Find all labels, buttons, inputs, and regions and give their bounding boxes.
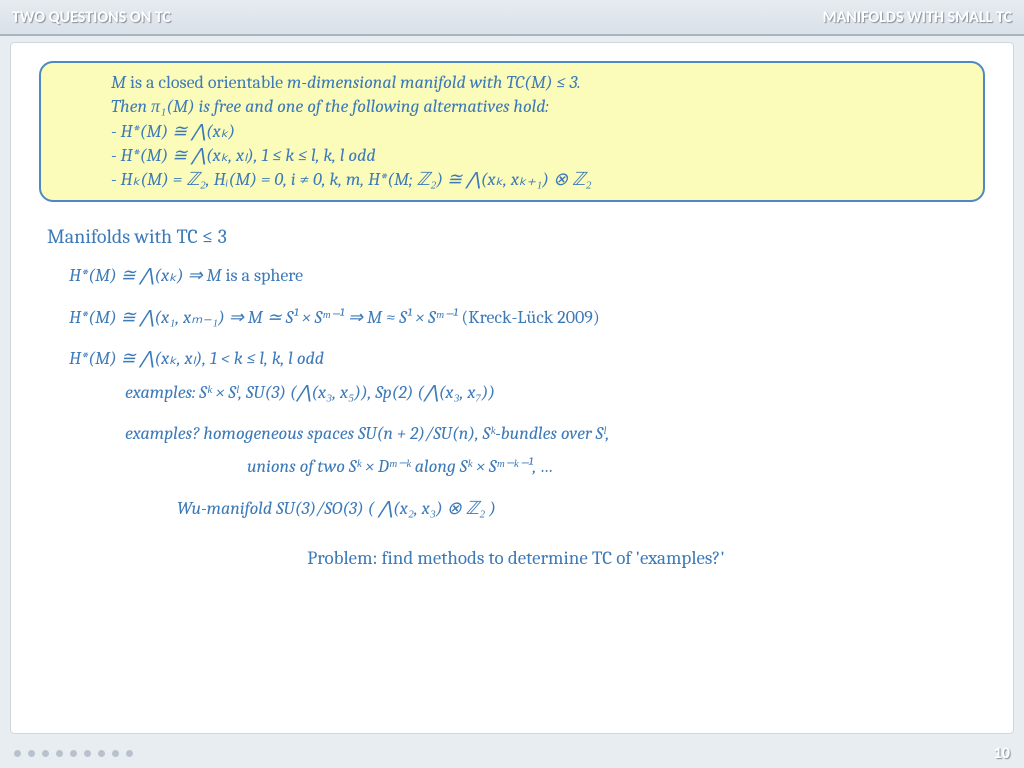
theorem-bullet-3: - Hₖ(M) = ℤ₂, Hᵢ(M) = 0, i ≠ 0, k, m, H*… (111, 168, 933, 192)
theorem-bullet-1: - H*(M) ≅ ⋀(xₖ) (111, 120, 933, 144)
case-3: H*(M) ≅ ⋀(xₖ, xₗ), 1 < k ≤ l, k, l odd (47, 347, 985, 370)
progress-dot (98, 750, 105, 757)
wu-text: Wu-manifold SU(3)/SO(3) ( ⋀(x₂, x₃) ⊗ ℤ₂… (177, 498, 496, 519)
examples-1-text: examples: Sᵏ × Sˡ, SU(3) (⋀(x₃, x₅)), Sp… (125, 382, 495, 403)
case-1-m: M (207, 265, 222, 286)
progress-dot (42, 750, 49, 757)
examples-q-line-2: unions of two Sᵏ × Dᵐ⁻ᵏ along Sᵏ × Sᵐ⁻ᵏ⁻… (47, 455, 985, 478)
sub-heading: Manifolds with TC ≤ 3 (47, 224, 985, 250)
problem-line: Problem: find methods to determine TC of… (47, 546, 985, 571)
theorem-box: M is a closed orientable m-dimensional m… (39, 61, 985, 202)
progress-dot (70, 750, 77, 757)
theorem-line-1: M is a closed orientable m-dimensional m… (111, 71, 933, 95)
progress-dot (126, 750, 133, 757)
progress-dot (14, 750, 21, 757)
case-1-txt: is a sphere (222, 265, 304, 286)
examples-q-line-1: examples? homogeneous spaces SU(n + 2)/S… (47, 422, 985, 445)
case-1-math: H*(M) ≅ ⋀(xₖ) ⇒ (69, 265, 207, 286)
progress-dot (28, 750, 35, 757)
header-left: TWO QUESTIONS ON TC (12, 8, 171, 27)
wu-manifold-line: Wu-manifold SU(3)/SO(3) ( ⋀(x₂, x₃) ⊗ ℤ₂… (47, 497, 985, 520)
header-right: MANIFOLDS WITH SMALL TC (823, 8, 1012, 27)
examples-q-1-text: examples? homogeneous spaces SU(n + 2)/S… (125, 423, 609, 444)
progress-dot (112, 750, 119, 757)
content-area: Manifolds with TC ≤ 3 H*(M) ≅ ⋀(xₖ) ⇒ M … (39, 224, 985, 570)
case-2-math: H*(M) ≅ ⋀(x₁, xₘ₋₁) ⇒ M ≃ S¹ × Sᵐ⁻¹ ⇒ M … (69, 307, 461, 328)
theorem-txt1: is a closed orientable (126, 72, 287, 93)
slide-header: TWO QUESTIONS ON TC MANIFOLDS WITH SMALL… (0, 0, 1024, 36)
progress-dots (14, 750, 133, 757)
theorem-m2: m (287, 72, 301, 93)
theorem-bullet-2: - H*(M) ≅ ⋀(xₖ, xₗ), 1 ≤ k ≤ l, k, l odd (111, 144, 933, 168)
theorem-m1: M (111, 72, 126, 93)
progress-dot (56, 750, 63, 757)
theorem-line-2: Then π₁(M) is free and one of the follow… (111, 95, 933, 119)
slide-body: M is a closed orientable m-dimensional m… (10, 42, 1014, 734)
examples-line-1: examples: Sᵏ × Sˡ, SU(3) (⋀(x₃, x₅)), Sp… (47, 381, 985, 404)
slide-footer: 10 (0, 738, 1024, 768)
case-1: H*(M) ≅ ⋀(xₖ) ⇒ M is a sphere (47, 264, 985, 287)
progress-dot (84, 750, 91, 757)
theorem-txt2: -dimensional manifold with TC(M) ≤ 3. (301, 72, 580, 93)
page-number: 10 (994, 744, 1010, 763)
case-2: H*(M) ≅ ⋀(x₁, xₘ₋₁) ⇒ M ≃ S¹ × Sᵐ⁻¹ ⇒ M … (47, 306, 985, 329)
case-2-ref: (Kreck-Lück 2009) (461, 307, 599, 328)
